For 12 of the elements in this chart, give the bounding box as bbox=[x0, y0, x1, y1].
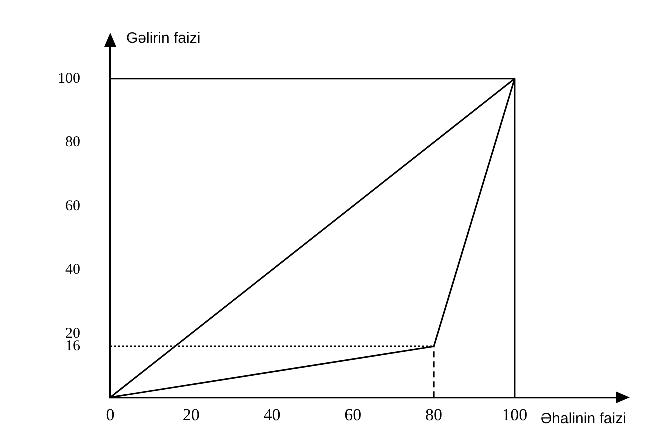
x-tick-label: 0 bbox=[106, 405, 115, 424]
y-tick-label: 80 bbox=[66, 134, 80, 151]
y-tick-label: 60 bbox=[66, 198, 80, 214]
y-tick-label: 100 bbox=[58, 70, 80, 87]
x-tick-label: 20 bbox=[182, 405, 200, 424]
x-axis-title: Əhalinin faizi bbox=[540, 410, 626, 428]
x-tick-label: 100 bbox=[502, 405, 528, 424]
x-tick-label: 40 bbox=[264, 405, 281, 424]
y-axis-title: Gəlirin faizi bbox=[126, 30, 201, 48]
y-tick-label: 40 bbox=[66, 262, 80, 278]
x-tick-label: 80 bbox=[426, 405, 443, 424]
x-tick-label: 60 bbox=[344, 405, 362, 424]
